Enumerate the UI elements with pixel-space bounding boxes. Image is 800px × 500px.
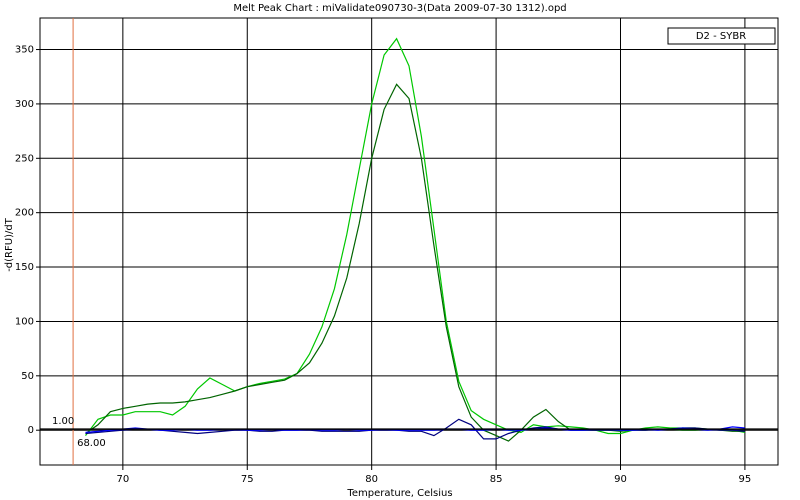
y-tick-label: 300: [15, 99, 34, 110]
x-axis-label: Temperature, Celsius: [346, 488, 452, 499]
y-tick-label: 50: [21, 371, 34, 382]
x-tick-label: 70: [116, 474, 129, 485]
y-tick-label: 350: [15, 45, 34, 56]
x-tick-label: 85: [490, 474, 503, 485]
y-tick-label: 200: [15, 208, 34, 219]
legend-box: [667, 27, 776, 45]
plot-area: [39, 17, 779, 466]
y-tick-label: 0: [28, 425, 34, 436]
x-tick-label: 75: [241, 474, 254, 485]
x-tick-label: 95: [739, 474, 752, 485]
begin-temp-label: 68.00: [77, 438, 106, 449]
series-line: [85, 426, 745, 433]
threshold-label: 1.00: [52, 416, 74, 427]
x-tick-label: 80: [365, 474, 378, 485]
chart-title: Melt Peak Chart : miValidate090730-3(Dat…: [233, 3, 566, 14]
y-tick-label: 100: [15, 316, 34, 327]
y-tick-label: 250: [15, 153, 34, 164]
legend-label: D2 - SYBR: [696, 31, 746, 42]
y-tick-label: 150: [15, 262, 34, 273]
x-tick-label: 90: [614, 474, 627, 485]
y-axis-label: -d(RFU)/dT: [4, 217, 15, 271]
